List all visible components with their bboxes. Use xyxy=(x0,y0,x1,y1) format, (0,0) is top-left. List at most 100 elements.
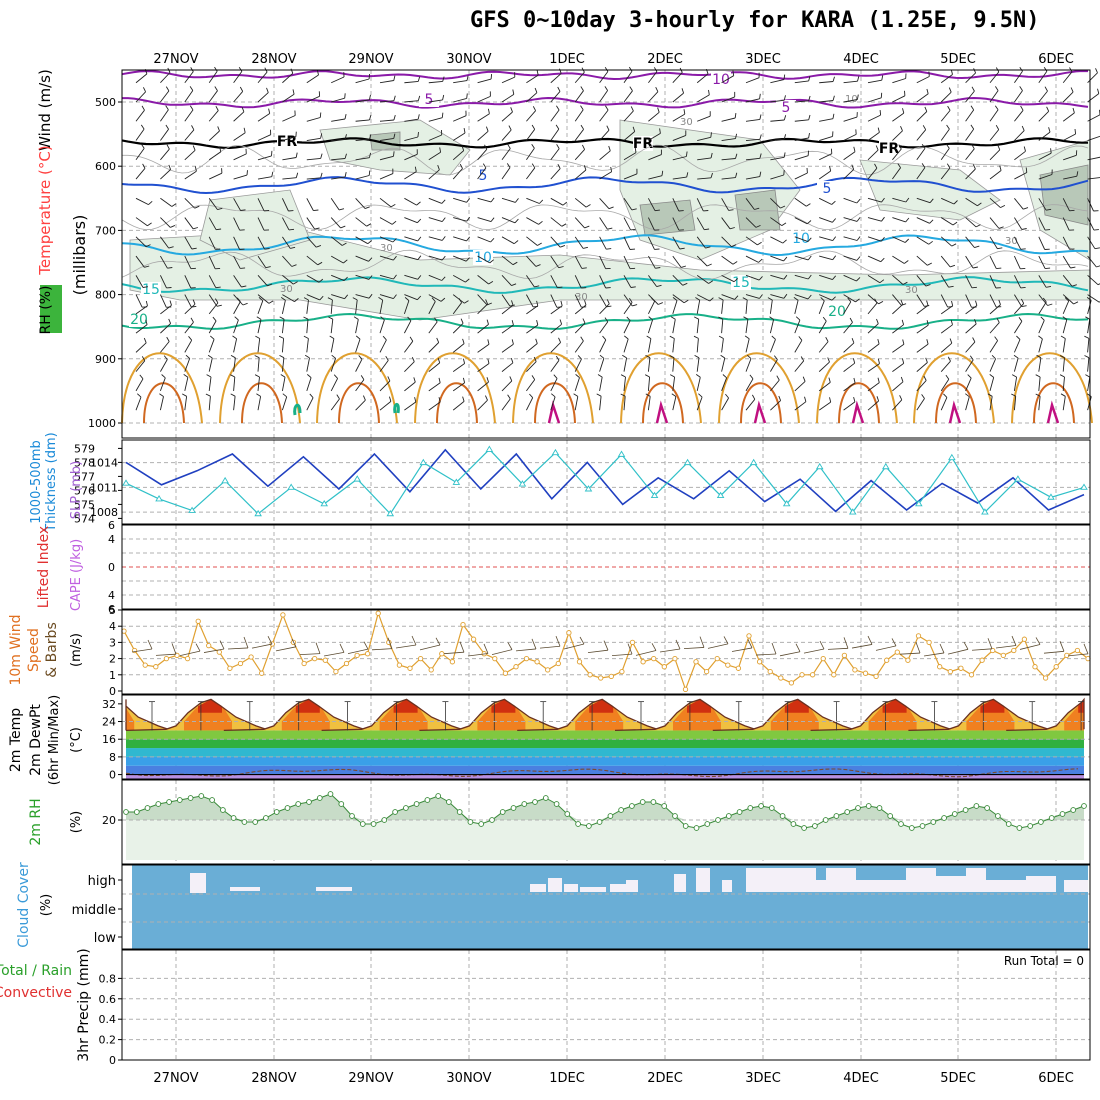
wind-barb xyxy=(501,380,513,392)
wind-barb-flag xyxy=(1059,355,1065,359)
wind-barb-flag xyxy=(1035,374,1041,378)
wind-barb xyxy=(769,319,775,334)
wind-barb-flag xyxy=(819,640,825,650)
wind-barb-flag xyxy=(141,105,145,111)
rh-point xyxy=(887,813,894,819)
temperature-contour-low xyxy=(740,382,782,424)
wind-barb-flag xyxy=(316,70,319,76)
wind-barb-flag xyxy=(699,636,705,648)
wind-barb-flag xyxy=(925,284,931,287)
wind-barb-flag xyxy=(254,355,260,359)
y-tick-label: 577 xyxy=(74,470,95,483)
rh-point xyxy=(316,795,323,801)
wind-barb-flag xyxy=(511,283,517,287)
temperature-contour xyxy=(121,276,1089,294)
wind-barb xyxy=(867,114,881,122)
wind-barb xyxy=(696,357,700,372)
wind-barb-flag xyxy=(620,374,626,378)
wind-barb xyxy=(803,648,825,654)
wind-barb-flag xyxy=(880,237,885,242)
wind-barb xyxy=(208,275,217,288)
wind-barb-flag xyxy=(442,94,445,100)
contour-label: FR xyxy=(633,136,654,152)
wind-barb-flag xyxy=(559,68,562,74)
wind-barb xyxy=(599,71,609,84)
wind-barb xyxy=(428,80,443,84)
wind-barb-flag xyxy=(434,317,438,323)
wind-barb-flag xyxy=(169,300,172,306)
wind-barb-flag xyxy=(759,171,762,177)
wind-barb-flag xyxy=(915,642,921,654)
wind-barb xyxy=(819,217,833,223)
rh-point xyxy=(693,825,700,831)
wind-barb xyxy=(672,176,687,180)
wind-barb-flag xyxy=(189,105,194,111)
wind-barb xyxy=(794,197,807,207)
wind-barb-flag xyxy=(798,336,803,341)
wind-barb-flag xyxy=(509,376,513,382)
rh-point xyxy=(155,801,162,807)
wind-barb xyxy=(282,236,291,249)
wind-barb xyxy=(1087,396,1092,411)
contour-label-bg xyxy=(776,100,796,115)
wind-barb xyxy=(965,90,975,103)
rh-point xyxy=(510,805,517,811)
wind-barb xyxy=(947,648,969,655)
side-label: Cloud Cover xyxy=(16,862,32,948)
wind-barb-flag xyxy=(723,636,729,645)
date-label-top: 5DEC xyxy=(940,52,976,67)
rh-point xyxy=(424,797,431,803)
wind-barb xyxy=(379,300,384,314)
contour-label: 15 xyxy=(142,282,160,298)
wind-barb xyxy=(550,275,558,288)
wind-barb-flag xyxy=(953,200,958,205)
wind-barb-flag xyxy=(948,87,952,93)
wind-barb xyxy=(892,197,907,203)
wind-barb xyxy=(769,299,773,314)
wind-barb-flag xyxy=(145,300,148,306)
wind-barb-flag xyxy=(488,281,494,285)
wind-barb-flag xyxy=(246,170,248,176)
wind-barb-flag xyxy=(165,86,170,92)
wind-barb-flag xyxy=(1048,127,1051,133)
wind-barb xyxy=(770,174,784,180)
rh-point xyxy=(1005,821,1012,827)
wind-barb xyxy=(659,648,681,653)
wind-barb-flag xyxy=(438,397,441,403)
y-tick-label: low xyxy=(94,931,117,946)
wind-barb-flag xyxy=(391,220,397,225)
wind-barb-flag xyxy=(462,377,466,383)
wind-barb-flag xyxy=(782,239,787,244)
wind-barb xyxy=(379,401,392,411)
wind-speed-point xyxy=(555,660,561,667)
wind-barb xyxy=(208,71,218,83)
wind-barb-flag xyxy=(319,112,322,118)
wind-barb xyxy=(707,643,729,649)
wind-barb xyxy=(501,294,511,307)
wind-barb xyxy=(892,130,903,141)
wind-barb-flag xyxy=(879,110,882,116)
wind-barb-flag xyxy=(1096,265,1100,268)
wind-barb-flag xyxy=(459,163,463,169)
wind-barb-flag xyxy=(732,70,735,76)
wind-barb-flag xyxy=(898,144,902,150)
wind-barb-flag xyxy=(927,262,933,266)
wind-barb-flag xyxy=(393,133,396,139)
wind-barb xyxy=(989,358,997,372)
temperature-contour-low xyxy=(512,352,594,424)
side-label: Temperature (°C) xyxy=(36,145,54,275)
wind-speed-point xyxy=(672,655,678,662)
wind-speed-point xyxy=(1032,664,1038,670)
wind-barb xyxy=(1038,357,1042,372)
wind-barb xyxy=(574,396,579,411)
rh-point xyxy=(951,811,958,817)
wind-barb xyxy=(379,197,392,208)
wind-barb-flag xyxy=(632,304,638,307)
slp-point xyxy=(683,458,692,466)
wind-barb-flag xyxy=(144,265,150,268)
wind-barb xyxy=(330,255,344,264)
wind-barb xyxy=(452,168,463,180)
wind-barb xyxy=(940,305,953,315)
wind-barb-flag xyxy=(851,338,855,344)
side-label: (6hr Min/Max) xyxy=(47,695,62,785)
